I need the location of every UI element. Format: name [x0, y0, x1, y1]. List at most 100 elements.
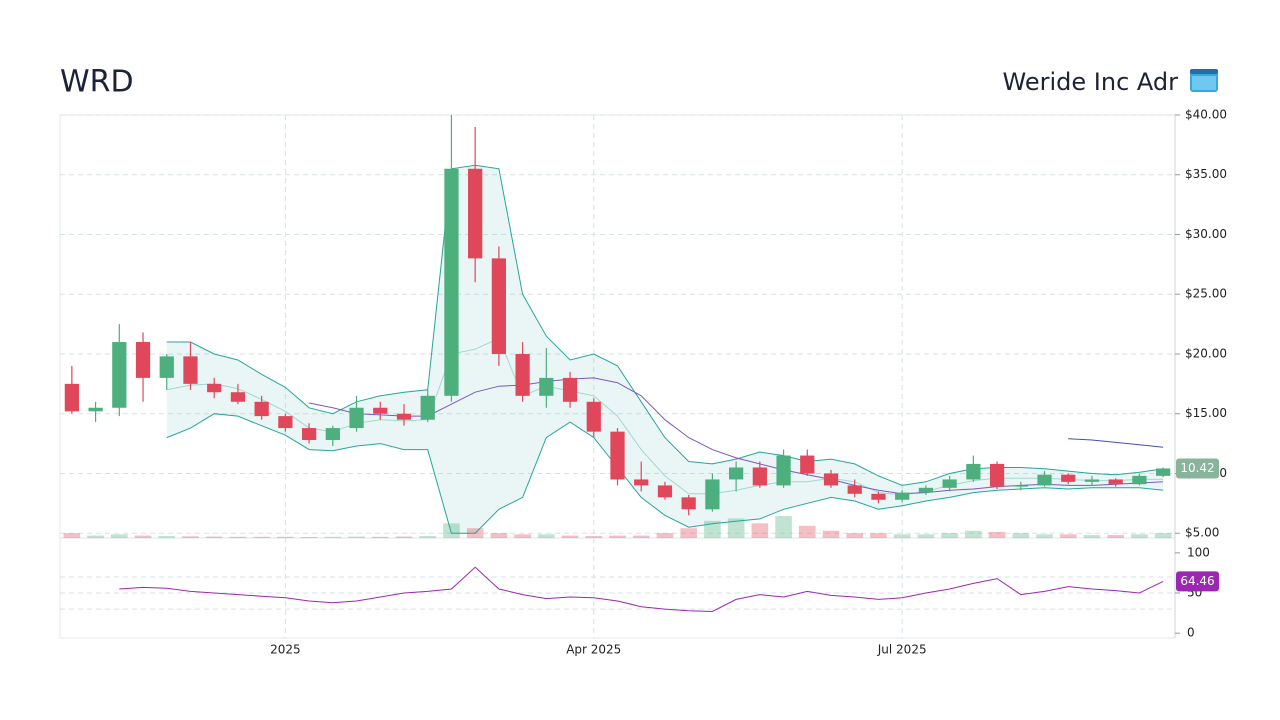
volume-bar — [300, 537, 318, 538]
volume-bar — [63, 533, 81, 538]
candle-body — [325, 428, 340, 441]
volume-bar — [348, 536, 365, 538]
volume-bar — [419, 536, 437, 538]
volume-bar — [1131, 534, 1148, 538]
volume-bar — [158, 536, 176, 538]
y-tick-label: $20.00 — [1185, 346, 1227, 360]
volume-bar — [751, 523, 769, 538]
candle-body — [847, 485, 862, 494]
volume-bar — [704, 520, 721, 538]
candle-body — [800, 455, 815, 474]
rsi-tag — [1176, 571, 1219, 592]
y-tick-label: $5.00 — [1185, 526, 1219, 540]
candle-body — [586, 401, 601, 432]
volume-bar — [727, 518, 745, 538]
candle-body — [776, 455, 791, 486]
volume-bar — [941, 533, 958, 538]
candle-body — [444, 168, 459, 396]
x-tick-label: Jul 2025 — [877, 643, 927, 657]
volume-bar — [1012, 533, 1030, 538]
price-tag-label: 10.42 — [1180, 461, 1214, 475]
volume-bar — [371, 536, 389, 538]
candle-body — [491, 258, 506, 354]
candle-body — [64, 383, 79, 412]
volume-bar — [1059, 534, 1077, 538]
x-tick-label: Apr 2025 — [566, 643, 621, 657]
candle-body — [1156, 468, 1171, 476]
rsi-tag-label: 64.46 — [1180, 574, 1214, 588]
rsi-tick-label: 100 — [1187, 545, 1210, 559]
volume-bar — [609, 535, 626, 538]
candle-body — [539, 377, 554, 396]
volume-bar — [680, 528, 697, 538]
candle-body — [681, 497, 696, 510]
candle-body — [468, 168, 483, 259]
rsi-line — [119, 566, 1164, 613]
candle-body — [135, 342, 151, 378]
volume-bar — [585, 536, 603, 538]
candle-body — [278, 416, 293, 429]
rsi-tick-label: 0 — [1187, 626, 1195, 640]
candle-body — [871, 493, 886, 500]
candle-body — [207, 383, 222, 393]
y-tick-label: $15.00 — [1185, 406, 1227, 420]
volume-bar — [490, 533, 508, 538]
candle-body — [729, 467, 744, 480]
candle-body — [88, 407, 103, 412]
volume-bar — [561, 535, 579, 538]
candle-body — [989, 463, 1005, 487]
candle-body — [562, 377, 578, 402]
volume-bar — [1107, 535, 1124, 538]
candle-body — [230, 392, 246, 402]
candle-body — [112, 342, 127, 408]
volume-bar — [822, 530, 840, 538]
bollinger-lower — [166, 413, 1164, 534]
volume-bar — [870, 533, 887, 538]
volume-bar — [514, 534, 531, 538]
volume-bar — [775, 516, 792, 538]
candle-body — [657, 485, 673, 498]
y-tick-label: $40.00 — [1185, 108, 1227, 122]
volume-bar — [988, 531, 1006, 538]
volume-bar — [1036, 534, 1053, 538]
volume-bar — [205, 536, 223, 538]
candle-body — [895, 492, 910, 500]
volume-bar — [253, 536, 270, 538]
volume-bar — [656, 533, 674, 538]
volume-bar — [632, 535, 650, 538]
candle-body — [1108, 479, 1123, 485]
candle-body — [918, 487, 934, 493]
volume-bar — [182, 536, 199, 538]
candle-body — [396, 413, 412, 420]
candle-body — [373, 407, 388, 414]
volume-bar — [798, 525, 816, 538]
candle-body — [254, 401, 269, 417]
price-tag — [1176, 458, 1219, 479]
candle-body — [823, 473, 839, 486]
volume-bar — [846, 533, 864, 538]
candle-body — [1061, 474, 1076, 482]
candle-body — [634, 479, 649, 486]
volume-bar — [395, 536, 413, 538]
volume-bar — [965, 530, 982, 538]
company-name: Weride Inc Adr — [1003, 68, 1179, 96]
y-tick-label: $25.00 — [1185, 287, 1227, 301]
candle-body — [942, 479, 957, 488]
volume-bar — [443, 523, 460, 538]
volume-bar — [229, 536, 247, 538]
y-tick-label: $35.00 — [1185, 167, 1227, 181]
candle-body — [301, 428, 317, 441]
bollinger-fill — [166, 165, 1164, 534]
volume-bar — [538, 534, 555, 538]
candle-body — [183, 356, 198, 384]
volume-bar — [1083, 535, 1101, 538]
ticker-title: WRD — [60, 65, 134, 100]
x-tick-label: 2025 — [270, 643, 301, 657]
candle-body — [1084, 479, 1100, 482]
volume-bar — [134, 535, 152, 538]
candle-body — [515, 353, 530, 396]
volume-bar — [277, 536, 294, 538]
candle-body — [966, 463, 981, 480]
candle-body — [1013, 485, 1028, 487]
